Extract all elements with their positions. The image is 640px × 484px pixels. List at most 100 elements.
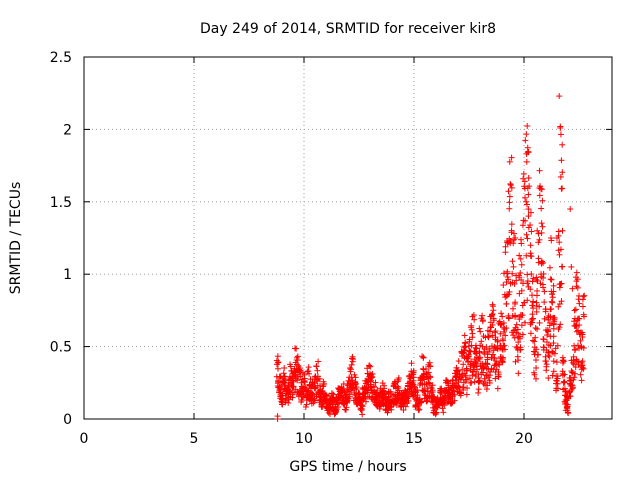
data-point [348,387,355,394]
data-point [535,255,542,262]
data-point [507,182,514,189]
data-point [579,358,586,365]
data-point [341,406,348,413]
data-point [440,409,447,416]
data-point [532,348,539,355]
data-point [504,292,511,299]
data-point [570,361,577,368]
data-point [279,401,286,408]
data-point [491,343,498,350]
data-point [580,365,587,372]
data-point [351,371,358,378]
data-point [555,303,562,310]
data-point [554,235,560,241]
data-point [491,329,498,336]
data-point [489,310,496,317]
data-point [525,206,532,213]
data-point [533,308,540,315]
data-point [298,397,305,404]
data-point [528,271,535,278]
data-point [427,384,434,391]
x-tick-label: 0 [80,431,89,447]
data-point [291,345,298,352]
data-point [492,328,499,335]
data-point [515,339,522,346]
data-point [520,170,527,177]
data-point [499,313,506,320]
data-point [576,300,583,307]
data-point [522,194,529,201]
data-point [553,387,560,394]
data-point [509,258,516,265]
data-point [572,370,579,377]
data-point [514,326,521,333]
data-point [426,380,433,387]
data-point [514,353,521,360]
data-point [395,387,402,394]
data-point [543,361,550,368]
data-point [278,396,285,403]
data-point [491,355,498,362]
data-point [527,286,534,293]
data-point [551,318,558,325]
data-point [558,157,565,164]
data-point [485,334,492,341]
data-point [557,123,564,130]
data-point [533,292,540,299]
data-point [481,375,488,382]
data-point [487,368,494,375]
data-point [472,344,479,351]
data-point [347,368,354,375]
data-point [574,284,581,291]
data-point [509,305,516,312]
data-point [569,285,576,292]
data-point [533,346,540,353]
data-point [344,397,351,404]
data-point [476,349,483,356]
data-point [314,367,321,374]
y-tick-label: 1.5 [50,195,72,211]
data-point [549,291,556,298]
data-point [447,400,454,407]
data-point [522,217,529,224]
data-point [573,358,580,365]
data-point [476,355,483,362]
data-point [473,345,480,352]
data-point [532,334,539,341]
data-point [475,386,482,393]
data-point [495,373,502,380]
data-point [506,193,513,200]
data-point [367,378,374,385]
data-point [301,384,308,391]
data-point [280,370,287,377]
data-point [506,205,513,212]
data-point [573,269,580,276]
data-point [563,404,570,411]
data-point [511,334,518,341]
data-point [455,358,462,365]
data-point [544,332,551,339]
data-point [461,344,468,351]
x-tick-label: 5 [190,431,199,447]
data-point [532,357,539,364]
data-point [510,240,517,247]
data-point [460,349,467,356]
data-point [541,299,548,306]
data-point [536,319,543,326]
data-point [546,353,553,360]
data-point [559,227,566,234]
data-point [289,374,296,381]
data-point [551,350,558,357]
data-point [530,275,537,282]
data-point [423,365,430,372]
data-point [508,154,515,161]
data-point [533,375,540,382]
data-point [495,361,502,368]
data-point [478,338,485,345]
data-point [296,368,303,375]
data-point [572,346,579,353]
data-point [556,251,563,258]
data-point [518,322,525,329]
data-point [363,384,370,391]
